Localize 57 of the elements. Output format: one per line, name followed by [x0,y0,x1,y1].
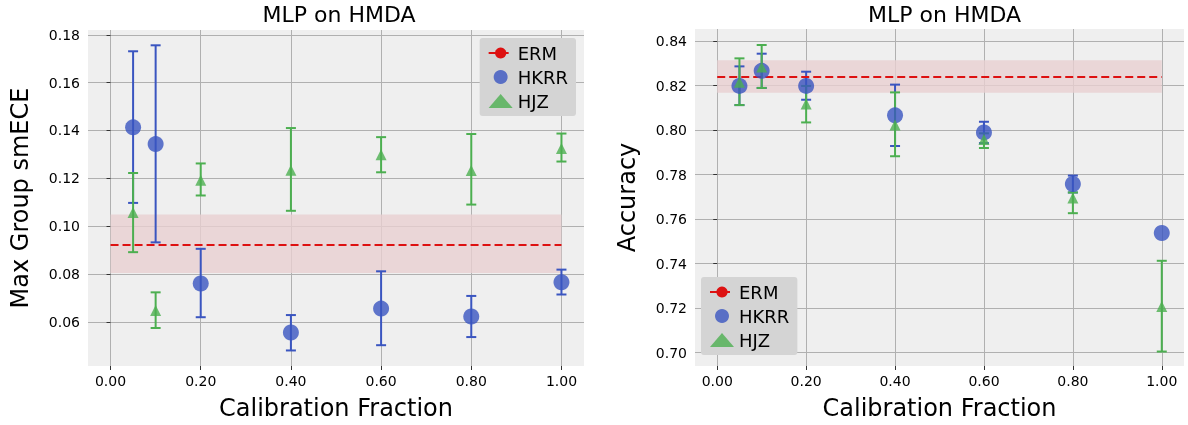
point [195,174,207,186]
x-tick-label: 0.60 [365,373,397,389]
legend-label: HKRR [517,66,569,88]
point [465,165,477,177]
x-axis-title: Calibration Fraction [822,394,1057,422]
chart-title: MLP on HMDA [867,1,1022,27]
point [798,77,815,94]
y-tick-label: 0.14 [48,122,81,139]
y-tick-label: 0.06 [48,313,81,330]
legend-label: ERM [517,42,558,64]
x-tick-label: 0.60 [968,373,1000,389]
point [373,300,390,317]
y-axis-title: Max Group smECE [6,87,34,309]
y-tick-label: 0.74 [655,255,688,272]
y-tick-label: 0.18 [48,26,80,43]
y-tick-label: 0.08 [48,265,80,282]
point [975,124,992,141]
x-tick-label: 1.00 [545,373,578,389]
x-tick-label: 0.00 [701,373,733,389]
x-tick-label: 0.20 [185,373,217,389]
y-tick-label: 0.76 [655,211,688,228]
x-tick-label: 0.40 [275,373,307,389]
point [889,119,901,131]
legend-label: HKRR [739,305,790,327]
legend-label: ERM [739,281,779,303]
point [978,134,990,146]
y-tick-label: 0.70 [655,344,687,361]
x-tick-label: 0.80 [1057,373,1089,389]
legend-label: HJZ [517,90,549,112]
point [150,305,162,317]
point [887,107,904,124]
x-tick-label: 0.40 [879,373,911,389]
legend-label: HJZ [739,329,771,351]
y-tick-label: 0.78 [655,166,687,183]
point [147,136,164,153]
point [125,119,142,136]
y-tick-label: 0.16 [48,74,81,91]
point [1153,224,1170,241]
y-tick-label: 0.82 [655,77,687,94]
x-tick-label: 1.00 [1146,373,1178,389]
point [1156,301,1168,313]
point [553,274,570,291]
point [375,149,387,161]
x-axis-title: Calibration Fraction [218,394,454,422]
y-tick-label: 0.10 [48,218,80,235]
point [192,275,209,292]
x-tick-label: 0.20 [790,373,822,389]
y-tick-label: 0.80 [655,122,687,139]
point [463,308,480,325]
y-tick-label: 0.84 [655,33,688,50]
x-tick-label: 0.00 [94,373,127,389]
y-tick-label: 0.72 [655,300,687,317]
y-axis-title: Accuracy [613,142,641,253]
point [282,324,299,341]
x-tick-label: 0.80 [455,373,487,389]
y-tick-label: 0.12 [48,170,80,187]
chart-title: MLP on HMDA [262,1,416,27]
